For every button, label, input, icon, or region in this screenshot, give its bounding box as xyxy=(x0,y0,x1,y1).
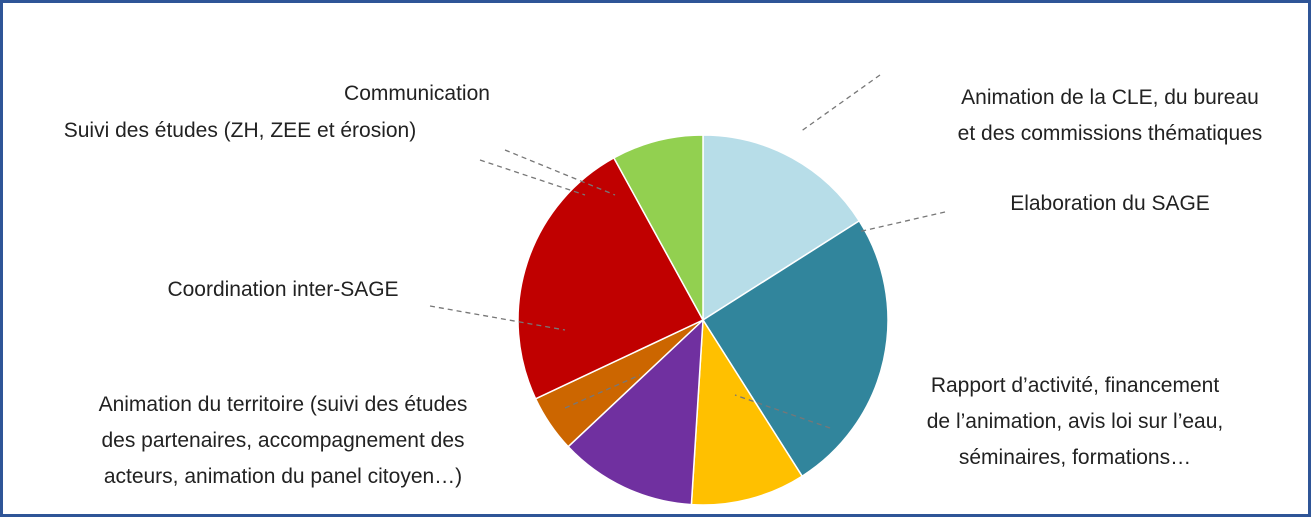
slice-label: Communication xyxy=(344,82,490,105)
slice-label: Animation du territoire (suivi des étude… xyxy=(99,393,468,488)
leader-line xyxy=(857,211,946,233)
slice-label: Animation de la CLE, du bureau et des com… xyxy=(958,86,1263,145)
pie-slice xyxy=(612,134,704,321)
slice-label: Suivi des études (ZH, ZEE et érosion) xyxy=(64,119,416,142)
leader-line xyxy=(429,305,566,331)
leader-line xyxy=(479,159,586,196)
pie-slice xyxy=(701,219,889,478)
leader-line xyxy=(564,374,641,409)
pie-slice xyxy=(567,318,704,506)
slice-label: Rapport d’activité, financement de l’anim… xyxy=(927,374,1223,469)
slice-label: Elaboration du SAGE xyxy=(1010,192,1210,215)
leader-line xyxy=(504,149,616,196)
pie-slice xyxy=(702,134,861,322)
pie-slice xyxy=(690,317,804,506)
leader-line xyxy=(734,394,831,429)
leader-line xyxy=(799,74,881,133)
slice-label: Coordination inter-SAGE xyxy=(167,278,398,301)
pie-slice xyxy=(517,156,705,400)
